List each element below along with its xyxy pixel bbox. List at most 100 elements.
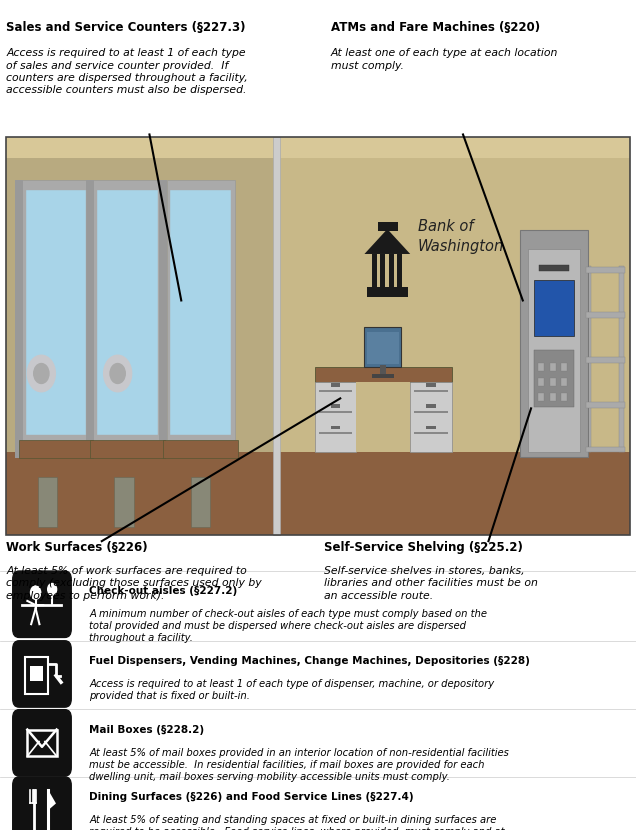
Bar	[114, 477, 134, 527]
Bar	[528, 249, 580, 452]
Bar	[586, 267, 625, 273]
Bar	[191, 477, 210, 527]
Bar	[315, 382, 356, 452]
Bar	[534, 280, 574, 336]
Text: Bank of
Washington: Bank of Washington	[418, 219, 504, 254]
Bar	[331, 404, 340, 408]
Bar	[331, 383, 340, 387]
Bar	[561, 378, 567, 386]
Bar	[159, 180, 167, 458]
Bar	[319, 432, 352, 434]
Text: Mail Boxes (§228.2): Mail Boxes (§228.2)	[89, 725, 204, 735]
Bar	[331, 426, 340, 429]
FancyBboxPatch shape	[13, 571, 71, 637]
Text: At least 5% of seating and standing spaces at fixed or built-in dining surfaces : At least 5% of seating and standing spac…	[89, 815, 504, 830]
Bar	[90, 440, 165, 458]
Bar	[586, 312, 625, 318]
Bar	[539, 265, 569, 271]
Bar	[538, 378, 544, 386]
Text: Self-service shelves in stores, banks,
libraries and other facilities must be on: Self-service shelves in stores, banks, l…	[324, 566, 538, 601]
Bar	[6, 137, 630, 535]
Bar	[367, 332, 399, 364]
Bar	[15, 180, 23, 458]
Bar	[397, 254, 402, 289]
Polygon shape	[364, 229, 410, 254]
Bar	[414, 432, 448, 434]
FancyBboxPatch shape	[13, 641, 71, 707]
Bar	[6, 452, 630, 535]
Bar	[97, 190, 158, 435]
Bar	[426, 404, 436, 408]
Bar	[273, 137, 280, 535]
Text: Access is required to at least 1 of each type of dispenser, machine, or deposito: Access is required to at least 1 of each…	[89, 679, 494, 701]
Circle shape	[27, 355, 55, 392]
Polygon shape	[48, 790, 56, 810]
Bar	[561, 393, 567, 401]
FancyBboxPatch shape	[13, 777, 71, 830]
Bar	[538, 393, 544, 401]
Bar	[163, 440, 238, 458]
Bar	[380, 254, 385, 289]
Bar	[389, 254, 394, 289]
Bar	[93, 180, 162, 440]
Text: Check-out aisles (§227.2): Check-out aisles (§227.2)	[89, 586, 237, 596]
Bar	[319, 390, 352, 392]
Bar	[550, 393, 556, 401]
Bar	[586, 402, 625, 408]
Bar	[19, 440, 93, 458]
Text: Self-Service Shelving (§225.2): Self-Service Shelving (§225.2)	[324, 541, 523, 554]
Bar	[586, 266, 591, 452]
Bar	[30, 666, 43, 681]
Bar	[561, 363, 567, 371]
Bar	[586, 357, 625, 363]
Bar	[38, 477, 57, 527]
Bar	[27, 730, 57, 756]
Bar	[26, 190, 86, 435]
Bar	[586, 447, 625, 452]
FancyBboxPatch shape	[13, 710, 71, 776]
Text: At least 5% of mail boxes provided in an interior location of non-residential fa: At least 5% of mail boxes provided in an…	[89, 748, 509, 782]
Text: Work Surfaces (§226): Work Surfaces (§226)	[6, 541, 148, 554]
Bar	[520, 230, 588, 456]
Text: Access is required to at least 1 of each type
of sales and service counter provi: Access is required to at least 1 of each…	[6, 48, 248, 95]
Bar	[315, 367, 452, 382]
Bar	[170, 190, 231, 435]
Bar	[534, 350, 574, 407]
Circle shape	[34, 364, 49, 383]
Bar	[414, 411, 448, 413]
Bar	[426, 383, 436, 387]
Bar	[550, 363, 556, 371]
Bar	[356, 382, 410, 452]
Bar	[25, 657, 48, 694]
Bar	[619, 266, 624, 452]
Circle shape	[104, 355, 132, 392]
Bar	[167, 180, 235, 440]
Bar	[538, 363, 544, 371]
Text: ATMs and Fare Machines (§220): ATMs and Fare Machines (§220)	[331, 21, 540, 34]
Text: Fuel Dispensers, Vending Machines, Change Machines, Depositories (§228): Fuel Dispensers, Vending Machines, Chang…	[89, 656, 530, 666]
Bar	[6, 137, 277, 535]
Bar	[367, 287, 408, 297]
Circle shape	[31, 586, 41, 599]
Text: Dining Surfaces (§226) and Food Service Lines (§227.4): Dining Surfaces (§226) and Food Service …	[89, 792, 413, 802]
Bar	[550, 378, 556, 386]
Bar	[6, 137, 630, 158]
Text: At least 5% of work surfaces are required to
comply (excluding those surfaces us: At least 5% of work surfaces are require…	[6, 566, 262, 601]
Bar	[22, 180, 90, 440]
Bar	[410, 382, 452, 452]
Bar	[372, 254, 377, 289]
Bar	[27, 660, 46, 691]
Bar	[372, 374, 394, 378]
Text: Sales and Service Counters (§227.3): Sales and Service Counters (§227.3)	[6, 21, 246, 34]
Bar	[414, 390, 448, 392]
Bar	[319, 411, 352, 413]
Bar	[364, 327, 401, 367]
Bar	[378, 222, 398, 231]
Circle shape	[110, 364, 125, 383]
Bar	[86, 180, 94, 458]
Bar	[380, 365, 386, 377]
Text: A minimum number of check-out aisles of each type must comply based on the
total: A minimum number of check-out aisles of …	[89, 609, 487, 643]
Bar	[6, 137, 630, 535]
Text: At least one of each type at each location
must comply.: At least one of each type at each locati…	[331, 48, 558, 71]
Circle shape	[48, 583, 57, 595]
